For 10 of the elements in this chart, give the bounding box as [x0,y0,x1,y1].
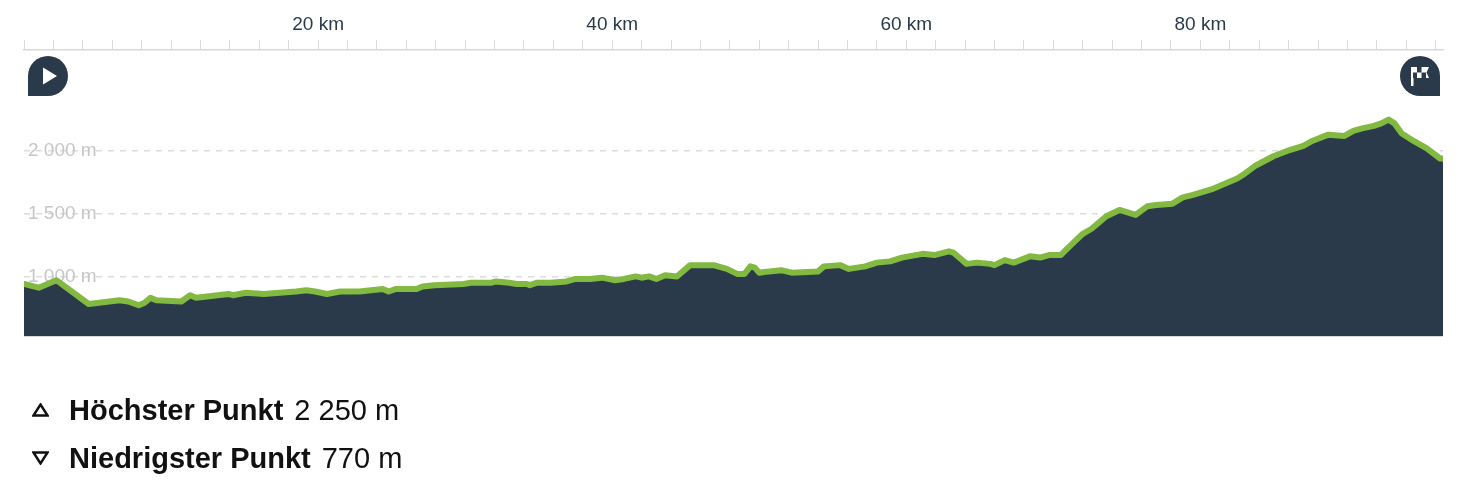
y-tick-label: 1 500 m [28,201,97,223]
x-tick-label: 40 km [586,12,639,34]
text: 770 m [321,441,403,475]
text: Höchster Punkt [69,393,284,427]
x-tick-label: 20 km [292,12,344,34]
y-tick-label: 2 000 m [28,139,97,161]
x-tick-label: 80 km [1174,12,1227,34]
x-tick-label: 60 km [880,12,933,34]
text: 2 250 m [294,393,400,427]
text: Niedrigster Punkt [69,441,311,475]
